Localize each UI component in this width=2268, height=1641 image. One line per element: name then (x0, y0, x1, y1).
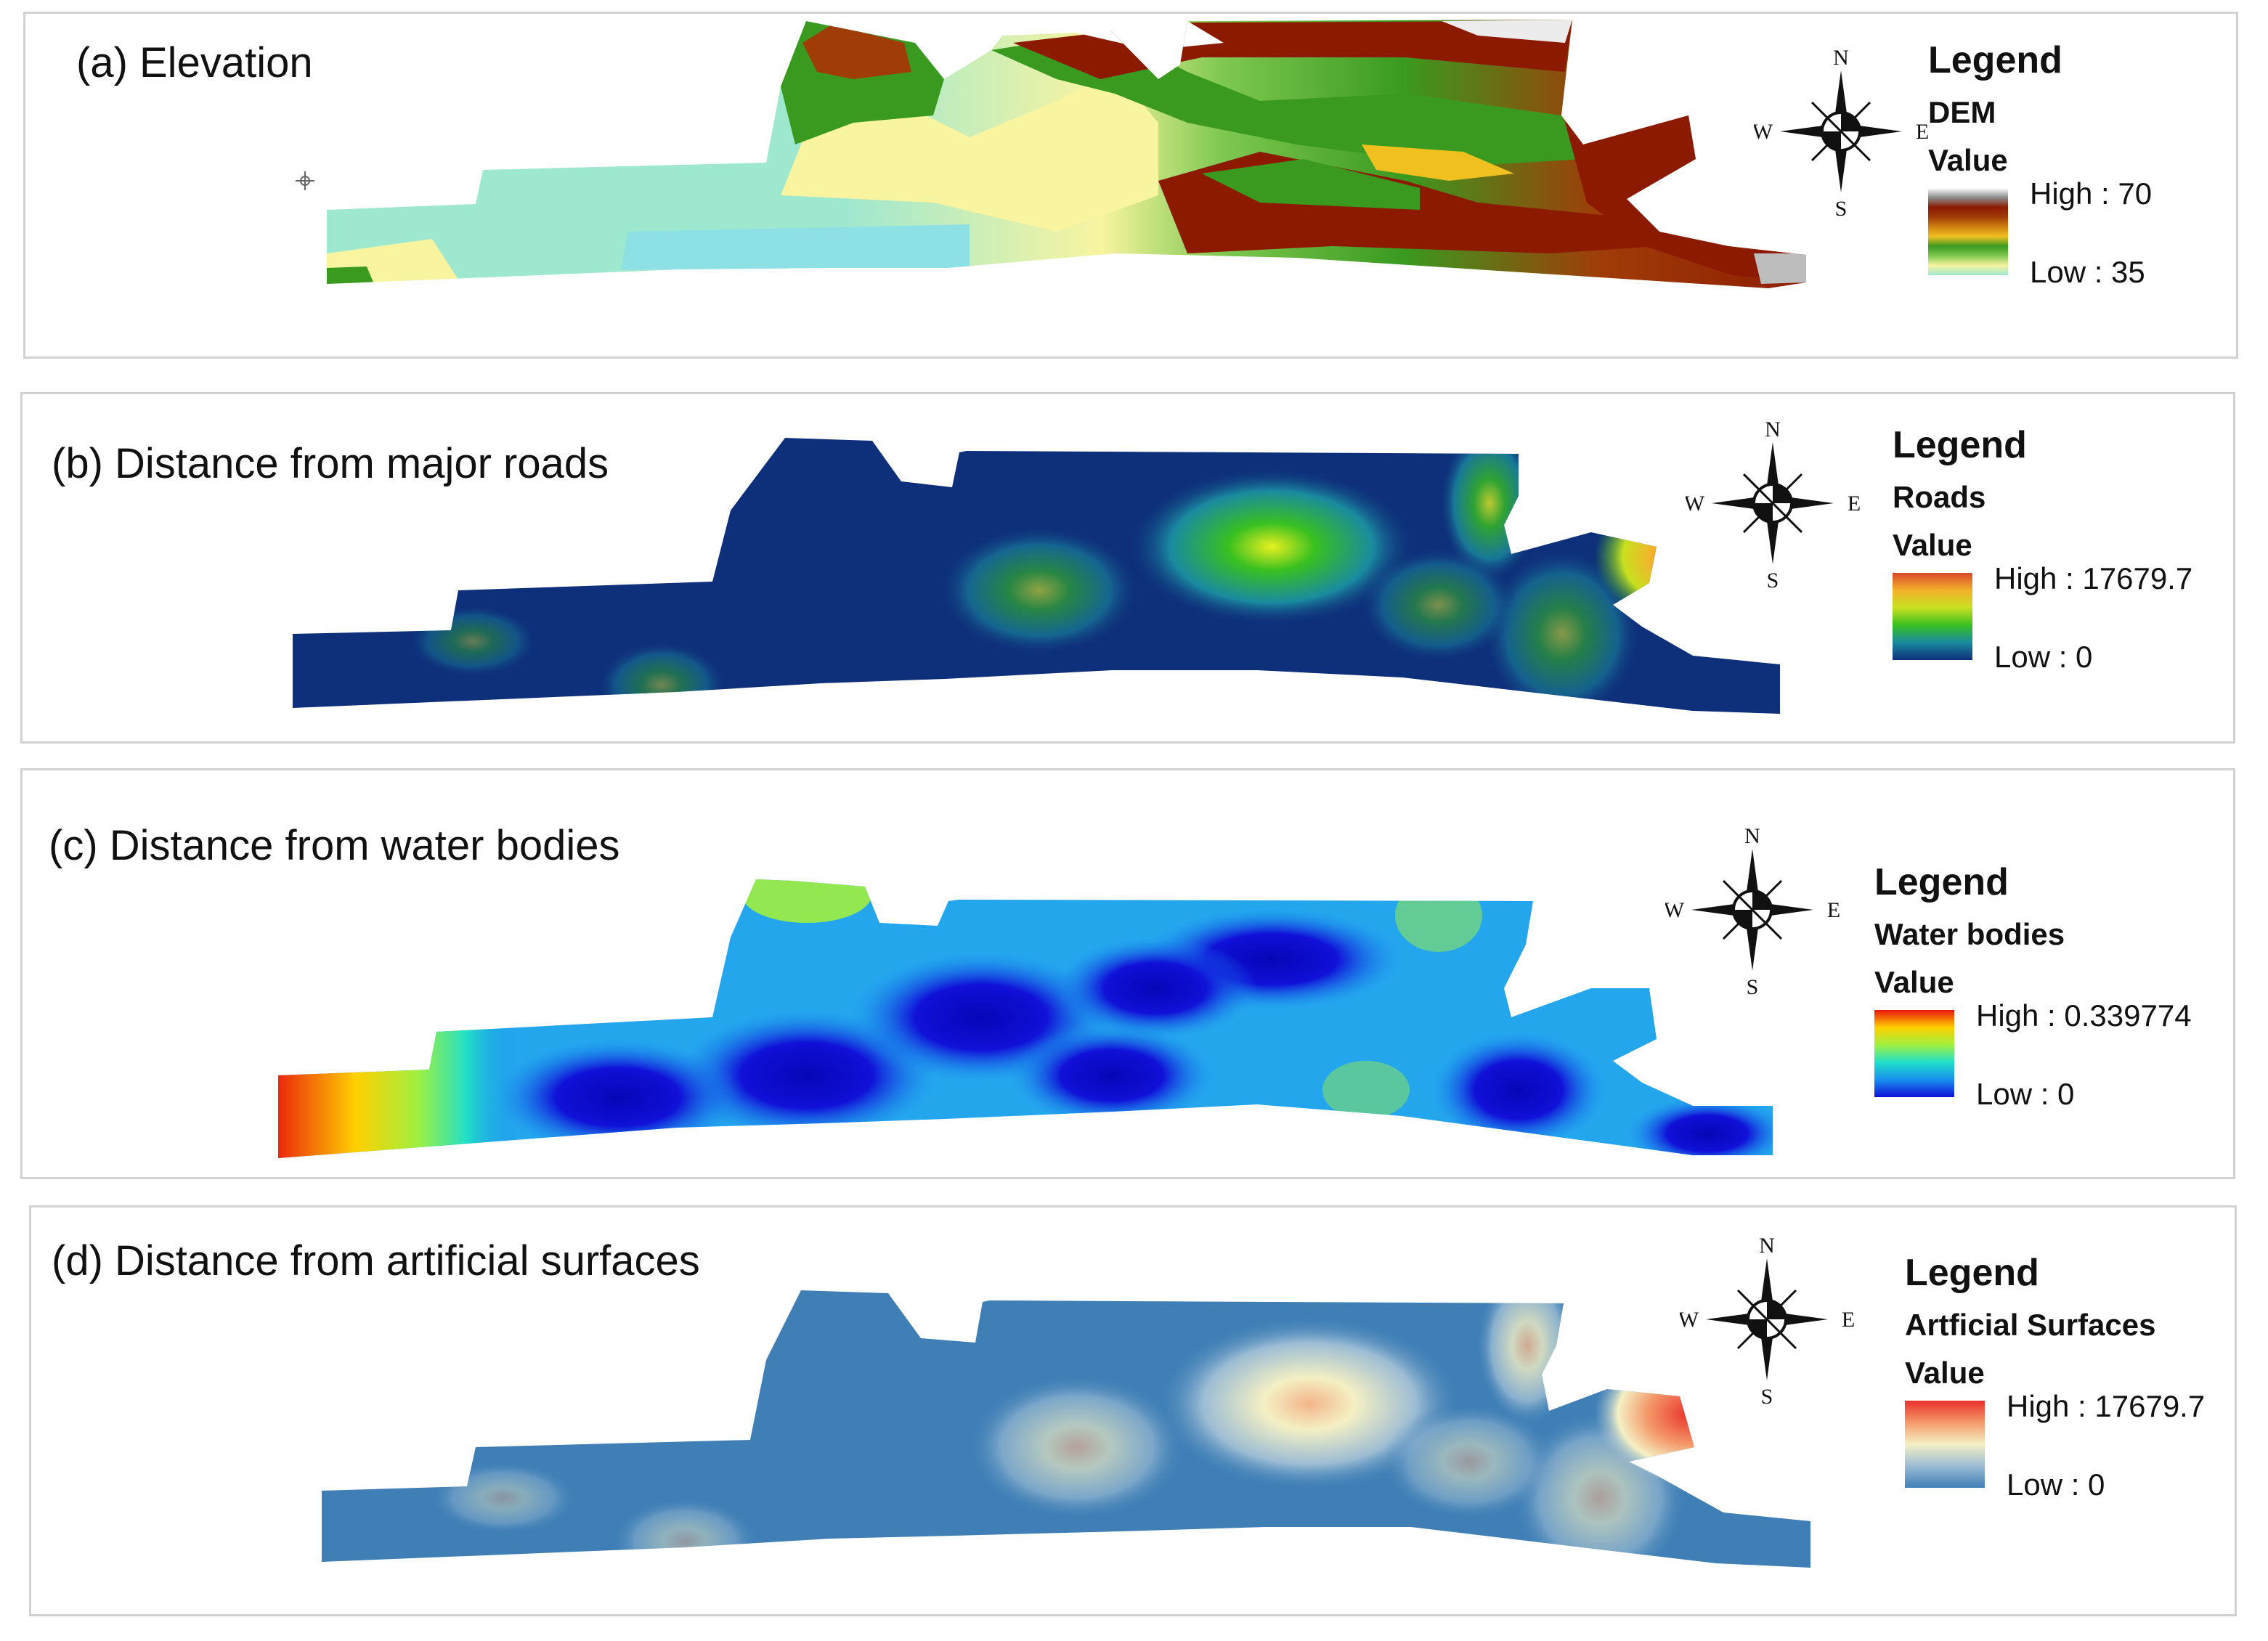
legend-low: Low : 35 (2030, 255, 2145, 289)
legend-title: Legend (1905, 1252, 2039, 1294)
compass-e: E (1842, 1308, 1854, 1332)
legend-layer: Water bodies (1874, 917, 2065, 951)
north-arrow-icon: N S E W (1754, 46, 1928, 219)
artificial-distance-map (322, 1290, 1810, 1568)
legend: Legend Water bodies Value High : 0.33977… (1874, 860, 2192, 1112)
legend-title: Legend (1893, 424, 2027, 466)
legend-high: High : 70 (2030, 176, 2153, 211)
panel-artificial: (d) Distance from artificial surfaces (29, 1205, 2237, 1616)
legend: Legend Roads Value High : 17679.7 Low : … (1893, 423, 2192, 675)
compass-n: N (1833, 46, 1849, 70)
compass-n: N (1765, 418, 1781, 441)
legend-value-label: Value (1893, 528, 1972, 562)
compass-s: S (1747, 975, 1759, 997)
legend-high: High : 17679.7 (1994, 561, 2193, 595)
compass-e: E (1916, 120, 1928, 144)
legend-title: Legend (1928, 39, 2062, 81)
compass-w: W (1686, 492, 1705, 516)
color-ramp (1928, 188, 2008, 275)
compass-e: E (1827, 898, 1840, 922)
elevation-map (296, 20, 1806, 288)
color-ramp (1905, 1401, 1985, 1488)
panel-elevation: (a) Elevation (23, 12, 2238, 359)
compass-e: E (1848, 492, 1860, 516)
color-ramp (1893, 573, 1972, 660)
north-arrow-icon: N S E W (1665, 824, 1840, 997)
compass-s: S (1835, 197, 1848, 219)
roads-distance-map (293, 438, 1780, 714)
panel-title: (a) Elevation (76, 39, 313, 86)
panel-title: (c) Distance from water bodies (49, 822, 620, 869)
compass-w: W (1665, 898, 1685, 922)
compass-n: N (1759, 1234, 1775, 1258)
legend-value-label: Value (1928, 143, 2008, 177)
legend-layer: Roads (1893, 480, 1986, 514)
legend-value-label: Value (1874, 965, 1954, 999)
legend-layer: Artficial Surfaces (1905, 1308, 2156, 1342)
legend-high: High : 0.339774 (1976, 998, 2192, 1033)
panel-title: (d) Distance from artificial surfaces (52, 1237, 700, 1284)
panel-roads: (b) Distance from major roads (20, 392, 2235, 744)
compass-w: W (1680, 1308, 1699, 1332)
compass-n: N (1744, 824, 1760, 848)
legend-value-label: Value (1905, 1356, 1985, 1390)
panel-title: (b) Distance from major roads (52, 440, 609, 487)
legend: Legend Artficial Surfaces Value High : 1… (1905, 1251, 2205, 1502)
compass-s: S (1761, 1385, 1773, 1406)
legend-layer: DEM (1928, 95, 1996, 129)
north-arrow-icon: N S E W (1686, 418, 1860, 590)
compass-w: W (1754, 120, 1773, 144)
legend-low: Low : 0 (2007, 1467, 2105, 1502)
panel-water: (c) Distance from water bodies (20, 768, 2235, 1179)
water-distance-map (278, 879, 1773, 1158)
compass-s: S (1767, 569, 1779, 590)
legend: Legend DEM Value High : 70 Low : 35 (1928, 38, 2152, 290)
legend-title: Legend (1874, 861, 2009, 903)
color-ramp (1874, 1010, 1954, 1097)
legend-low: Low : 0 (1976, 1077, 2075, 1111)
north-arrow-icon: N S E W (1680, 1234, 1854, 1406)
legend-high: High : 17679.7 (2007, 1389, 2206, 1423)
legend-low: Low : 0 (1994, 640, 2093, 674)
